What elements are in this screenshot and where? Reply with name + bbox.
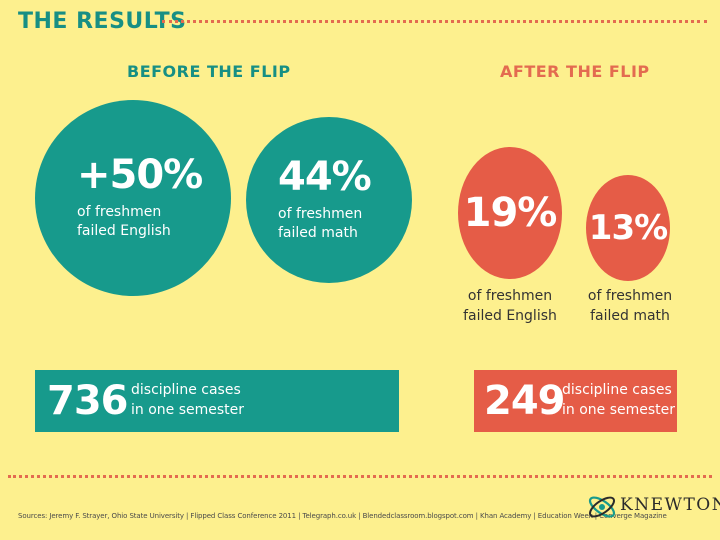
- after-discipline-text: discipline cases in one semester: [562, 381, 675, 420]
- before-english-line2: failed English: [77, 223, 171, 239]
- sources-text: Sources: Jeremy F. Strayer, Ohio State U…: [18, 512, 667, 520]
- after-english-line1: of freshmen: [467, 288, 553, 304]
- before-discipline-value: 736: [47, 378, 129, 424]
- after-discipline-line2: in one semester: [562, 402, 676, 418]
- footer-divider: [8, 475, 712, 478]
- title-divider: [162, 20, 707, 23]
- after-discipline-line1: discipline cases: [562, 382, 672, 399]
- after-english-value: 19%: [463, 190, 558, 236]
- before-math-value: 44%: [278, 154, 372, 201]
- after-english-label: of freshmen failed English: [450, 287, 570, 326]
- before-discipline-line1: discipline cases: [131, 382, 241, 399]
- before-english-value: +50%: [77, 152, 203, 199]
- after-heading: AFTER THE FLIP: [500, 62, 650, 81]
- after-math-value: 13%: [588, 208, 668, 248]
- before-english-line1: of freshmen: [77, 204, 162, 221]
- after-discipline-value: 249: [484, 378, 566, 424]
- after-english-line2: failed English: [463, 307, 557, 324]
- knewton-logo-text: KNEWTON: [620, 495, 720, 515]
- before-math-circle: 44% of freshmen failed math: [246, 117, 412, 283]
- before-discipline-band: 736 discipline cases in one semester: [35, 370, 399, 432]
- before-english-circle: +50% of freshmen failed English: [35, 100, 231, 296]
- before-heading: BEFORE THE FLIP: [127, 62, 291, 81]
- after-math-label: of freshmen failed math: [570, 287, 690, 326]
- after-math-line2: failed math: [590, 307, 670, 324]
- before-discipline-text: discipline cases in one semester: [131, 381, 244, 420]
- page-title: THE RESULTS: [18, 9, 187, 34]
- after-english-circle: 19%: [458, 147, 562, 279]
- after-math-circle: 13%: [586, 175, 670, 281]
- knewton-logo-icon: [588, 496, 616, 518]
- before-math-line1: of freshmen: [278, 206, 363, 223]
- after-discipline-band: 249 discipline cases in one semester: [474, 370, 677, 432]
- after-math-line1: of freshmen: [587, 288, 673, 304]
- before-discipline-line2: in one semester: [131, 402, 245, 418]
- before-math-line2: failed math: [278, 225, 358, 241]
